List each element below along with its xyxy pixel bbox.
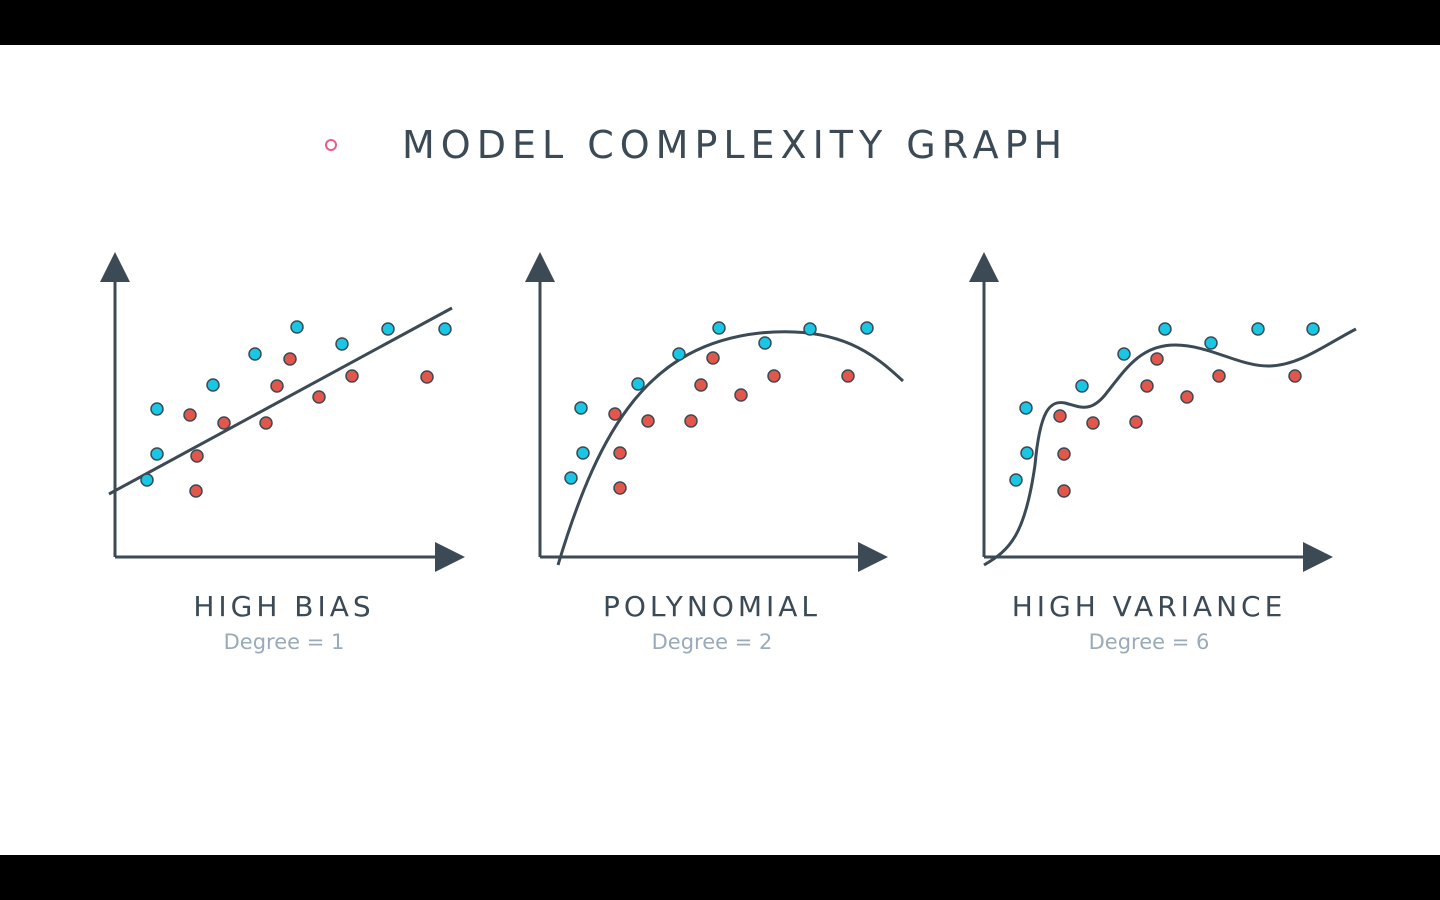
panel-title: HIGH BIAS: [193, 590, 375, 623]
panel-title: HIGH VARIANCE: [1011, 590, 1287, 623]
red-point: [217, 416, 231, 430]
plots-area: [100, 252, 1357, 572]
panel-polynomial: [525, 252, 905, 572]
blue-point: [564, 471, 578, 485]
red-point: [1288, 369, 1302, 383]
blue-point: [1019, 401, 1033, 415]
red-point: [694, 378, 708, 392]
red-point: [641, 414, 655, 428]
blue-point: [206, 378, 220, 392]
title-row: MODEL COMPLEXITY GRAPH: [0, 45, 1440, 245]
blue-point: [290, 320, 304, 334]
caption-high-variance: HIGH VARIANCE Degree = 6: [969, 590, 1329, 654]
red-point: [270, 379, 284, 393]
fit-curve: [556, 330, 905, 566]
red-point: [420, 370, 434, 384]
blue-point: [860, 321, 874, 335]
blue-point: [150, 402, 164, 416]
red-point: [1212, 369, 1226, 383]
red-point: [767, 369, 781, 383]
panel-subtitle: Degree = 1: [223, 630, 345, 654]
slide-title: MODEL COMPLEXITY GRAPH: [402, 123, 1069, 167]
blue-point: [1158, 322, 1172, 336]
red-points: [1053, 352, 1302, 498]
red-point: [1053, 409, 1067, 423]
blue-points: [1009, 322, 1320, 487]
blue-point: [1117, 347, 1131, 361]
blue-point: [803, 322, 817, 336]
blue-point: [335, 337, 349, 351]
red-point: [259, 416, 273, 430]
red-points: [183, 352, 434, 498]
blue-point: [672, 347, 686, 361]
red-point: [1057, 484, 1071, 498]
red-point: [190, 449, 204, 463]
red-point: [345, 369, 359, 383]
blue-point: [758, 336, 772, 350]
red-point: [1150, 352, 1164, 366]
bullet-circle-icon: [325, 139, 337, 151]
red-point: [183, 408, 197, 422]
red-point: [312, 390, 326, 404]
blue-point: [712, 321, 726, 335]
red-point: [1086, 416, 1100, 430]
red-point: [1140, 379, 1154, 393]
blue-point: [1075, 379, 1089, 393]
panel-high-bias: [100, 252, 465, 572]
caption-polynomial: POLYNOMIAL Degree = 2: [532, 590, 892, 654]
blue-points: [140, 320, 452, 487]
red-point: [283, 352, 297, 366]
fit-curve: [983, 327, 1357, 567]
red-point: [684, 414, 698, 428]
red-point: [1180, 390, 1194, 404]
slide: MODEL COMPLEXITY GRAPH: [0, 45, 1440, 855]
blue-point: [1020, 446, 1034, 460]
panel-subtitle: Degree = 6: [1088, 630, 1210, 654]
blue-point: [631, 377, 645, 391]
blue-point: [150, 447, 164, 461]
caption-high-bias: HIGH BIAS Degree = 1: [104, 590, 464, 654]
blue-point: [1204, 336, 1218, 350]
red-point: [189, 484, 203, 498]
blue-point: [248, 347, 262, 361]
blue-point: [381, 322, 395, 336]
blue-point: [140, 473, 154, 487]
red-points: [608, 351, 855, 495]
fit-line: [108, 306, 453, 496]
blue-point: [1009, 473, 1023, 487]
blue-point: [576, 446, 590, 460]
red-point: [1057, 447, 1071, 461]
panel-high-variance: [969, 252, 1357, 572]
panel-title: POLYNOMIAL: [602, 590, 822, 623]
blue-point: [1251, 322, 1265, 336]
panel-subtitle: Degree = 2: [651, 630, 773, 654]
red-point: [706, 351, 720, 365]
red-point: [613, 481, 627, 495]
blue-point: [574, 401, 588, 415]
red-point: [613, 446, 627, 460]
blue-points: [564, 321, 874, 485]
red-point: [608, 407, 622, 421]
blue-point: [1306, 322, 1320, 336]
blue-point: [438, 322, 452, 336]
red-point: [1129, 415, 1143, 429]
red-point: [841, 369, 855, 383]
red-point: [734, 388, 748, 402]
